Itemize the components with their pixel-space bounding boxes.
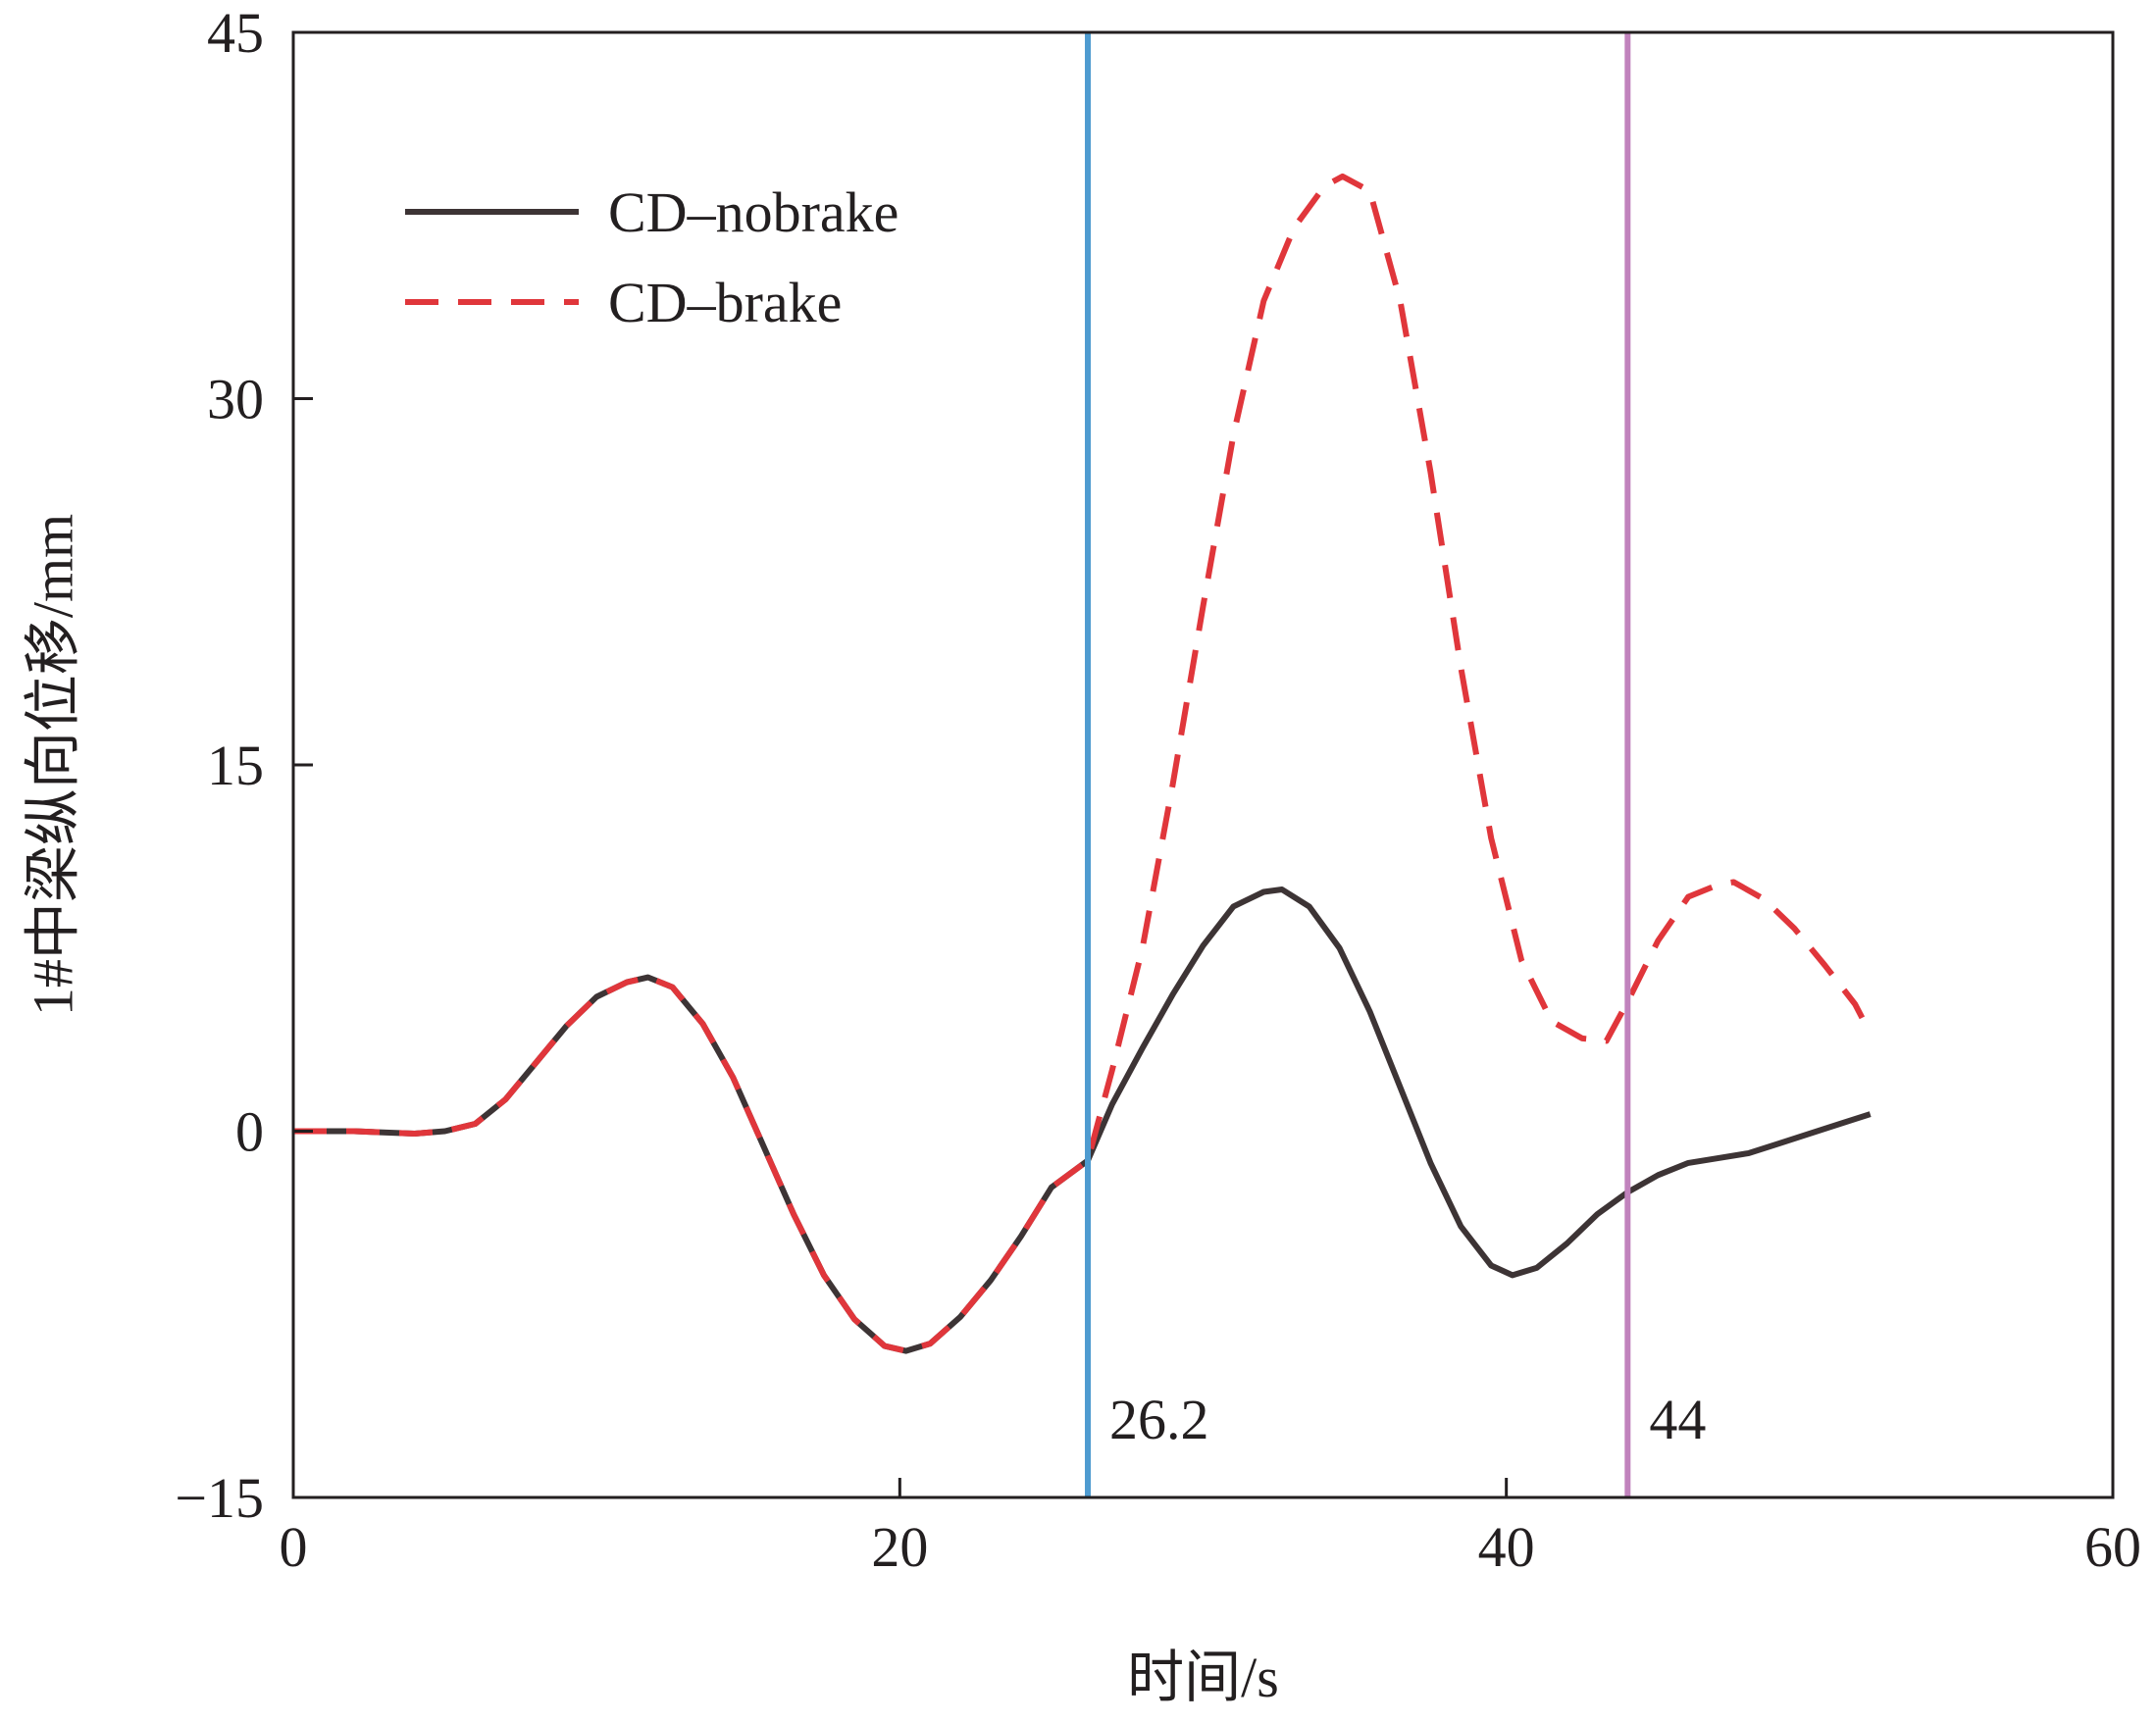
y-tick-label: 45 xyxy=(207,1,264,65)
y-tick-label: 30 xyxy=(207,368,264,431)
x-axis-title: 时间/s xyxy=(1127,1646,1279,1709)
x-tick-label: 60 xyxy=(2084,1515,2141,1579)
x-tick-label: 0 xyxy=(280,1515,308,1579)
x-tick-label: 40 xyxy=(1478,1515,1535,1579)
plot-frame xyxy=(291,30,2115,1499)
annotations-layer: 26.2 44 xyxy=(1109,1388,1706,1451)
x-axis: 0 20 40 60 xyxy=(280,1478,2141,1579)
series-line-cd-nobrake xyxy=(293,887,1872,1354)
legend: CD–nobrake CD–brake xyxy=(405,180,898,334)
series-line-cd-brake xyxy=(293,173,1874,1354)
plot-lines-layer xyxy=(293,173,1874,1354)
y-tick-label: 0 xyxy=(235,1100,264,1164)
y-tick-label: −15 xyxy=(175,1466,264,1530)
y-tick-label: 15 xyxy=(207,734,264,797)
y-axis-title: 1#中梁纵向位移/mm xyxy=(21,514,84,1016)
annotation-label-26-2: 26.2 xyxy=(1109,1388,1209,1451)
x-tick-label: 20 xyxy=(871,1515,928,1579)
annotation-label-44: 44 xyxy=(1649,1388,1706,1451)
reference-lines-layer xyxy=(1085,32,1631,1497)
legend-label-cd-nobrake: CD–nobrake xyxy=(608,180,898,244)
y-axis: −15 0 15 30 45 xyxy=(175,1,313,1530)
legend-label-cd-brake: CD–brake xyxy=(608,271,842,334)
